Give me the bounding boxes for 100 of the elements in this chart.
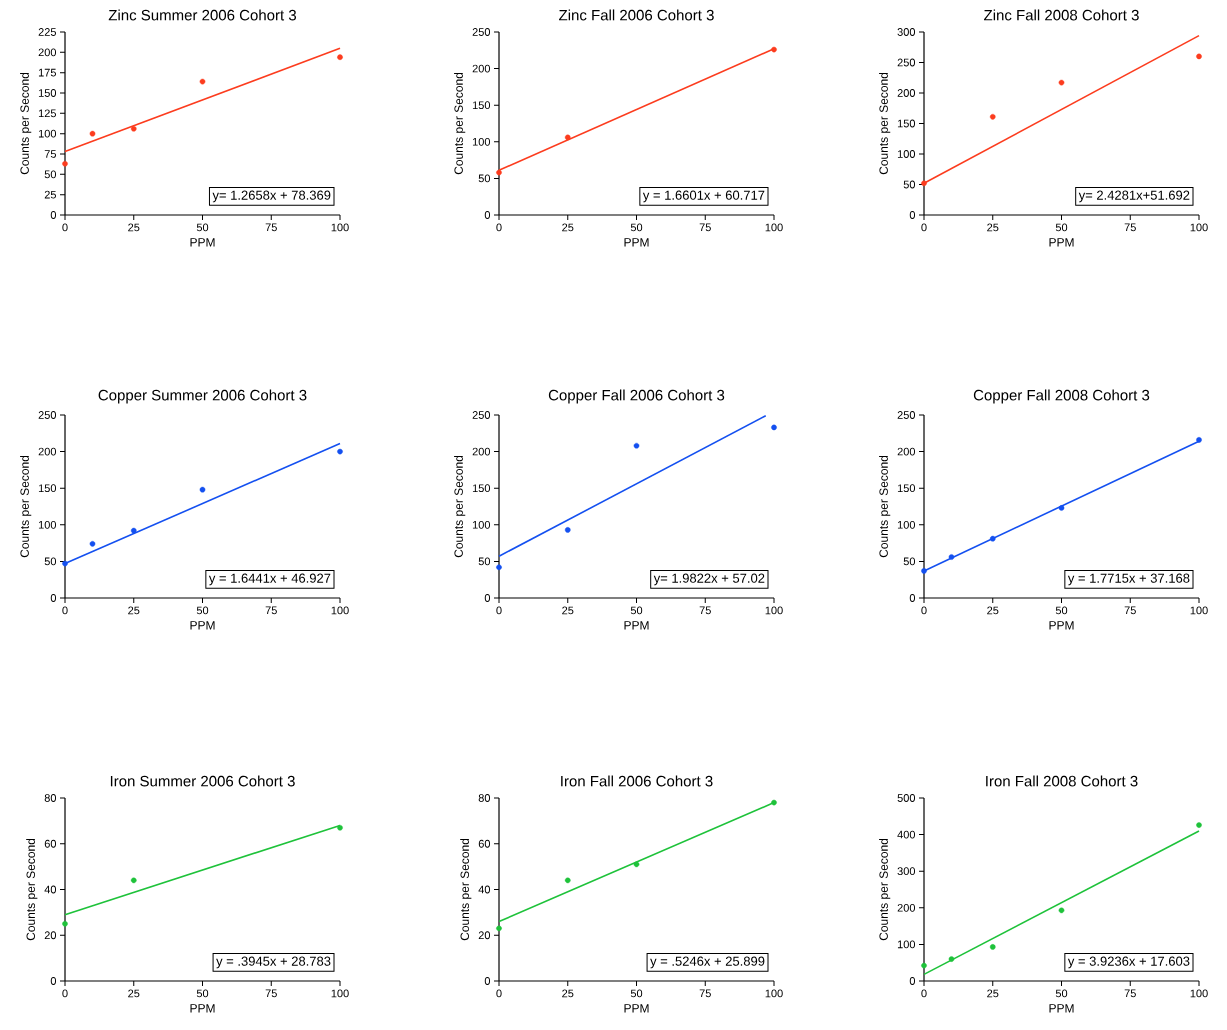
y-tick-label: 200 xyxy=(897,903,916,912)
x-tick-label: 25 xyxy=(128,606,140,615)
x-tick-label: 75 xyxy=(1124,223,1136,232)
x-tick-label: 75 xyxy=(265,606,277,615)
point xyxy=(989,535,996,542)
x-axis-title: PPM xyxy=(1049,621,1074,630)
y-axis-title: Counts per Second xyxy=(26,838,38,941)
x-tick-label: 50 xyxy=(196,989,209,998)
point xyxy=(771,424,777,431)
point xyxy=(496,564,502,571)
y-axis-title: Counts per Second xyxy=(454,455,466,558)
x-tick-label: 50 xyxy=(1055,606,1068,615)
point xyxy=(1058,79,1065,86)
point xyxy=(130,527,137,534)
x-axis-title: PPM xyxy=(190,621,215,630)
y-tick-label: 0 xyxy=(484,211,491,219)
y-tick-label: 50 xyxy=(44,170,57,179)
point xyxy=(496,169,502,176)
y-tick-label: 20 xyxy=(44,931,57,940)
y-tick-label: 400 xyxy=(897,830,916,839)
x-tick-label: 75 xyxy=(1124,989,1136,998)
point xyxy=(62,160,68,167)
y-tick-label: 50 xyxy=(903,180,916,189)
x-tick-label: 50 xyxy=(630,989,643,998)
x-tick-label: 50 xyxy=(1055,223,1068,232)
x-tick-label: 25 xyxy=(562,606,574,615)
x-axis-title: PPM xyxy=(624,621,649,630)
point xyxy=(633,861,640,868)
x-tick-label: 50 xyxy=(196,223,209,232)
y-axis-title: Counts per Second xyxy=(454,72,466,175)
annotation: y= 2.4281x+51.692 xyxy=(1078,190,1190,203)
point xyxy=(1196,822,1202,828)
y-tick-label: 25 xyxy=(44,190,56,199)
y-tick-label: 200 xyxy=(897,89,916,97)
y-tick-label: 250 xyxy=(897,58,916,67)
chart-title: Copper Fall 2008 Cohort 3 xyxy=(973,389,1150,404)
annotation: y= 1.2658x + 78.369 xyxy=(212,190,331,203)
chart-title: Iron Summer 2006 Cohort 3 xyxy=(110,775,295,787)
y-tick-label: 0 xyxy=(484,594,491,602)
y-tick-label: 100 xyxy=(38,129,57,138)
chart-title: Zinc Summer 2006 Cohort 3 xyxy=(108,9,297,21)
y-tick-label: 0 xyxy=(909,211,916,219)
x-tick-label: 25 xyxy=(987,606,999,615)
x-tick-label: 50 xyxy=(1055,989,1068,998)
annotation: y = 3.9236x + 17.603 xyxy=(1067,956,1190,969)
x-axis-title: PPM xyxy=(190,1004,215,1013)
point xyxy=(633,442,640,449)
y-tick-label: 0 xyxy=(909,977,916,985)
y-tick-label: 200 xyxy=(472,447,491,456)
y-tick-label: 225 xyxy=(38,28,56,36)
y-axis-title: Counts per Second xyxy=(20,455,32,558)
chart-title: Copper Fall 2006 Cohort 3 xyxy=(548,389,725,404)
y-tick-label: 200 xyxy=(38,48,57,57)
x-tick-label: 100 xyxy=(1190,606,1208,615)
x-tick-label: 0 xyxy=(496,989,502,998)
y-tick-label: 250 xyxy=(472,28,491,36)
point xyxy=(496,925,502,932)
y-tick-label: 0 xyxy=(484,977,491,985)
x-tick-label: 0 xyxy=(921,989,927,998)
y-tick-label: 150 xyxy=(472,101,491,110)
y-tick-label: 200 xyxy=(472,64,491,73)
y-tick-label: 150 xyxy=(897,119,916,128)
y-tick-label: 0 xyxy=(909,594,916,602)
y-tick-label: 150 xyxy=(472,484,491,493)
y-tick-label: 50 xyxy=(903,557,916,566)
x-tick-label: 75 xyxy=(265,223,277,232)
point xyxy=(921,568,927,574)
x-tick-label: 25 xyxy=(128,989,140,998)
x-tick-label: 0 xyxy=(921,606,927,615)
y-tick-label: 0 xyxy=(50,211,57,219)
y-tick-label: 0 xyxy=(50,977,57,985)
y-tick-label: 150 xyxy=(897,484,916,493)
x-tick-label: 100 xyxy=(331,989,349,998)
y-tick-label: 300 xyxy=(897,28,916,36)
y-tick-label: 250 xyxy=(472,411,491,419)
x-tick-label: 0 xyxy=(921,223,927,232)
y-tick-label: 500 xyxy=(897,794,916,802)
y-tick-label: 100 xyxy=(897,940,916,949)
x-tick-label: 100 xyxy=(765,223,783,232)
x-axis-title: PPM xyxy=(1049,238,1074,247)
point xyxy=(921,180,927,187)
y-tick-label: 80 xyxy=(478,794,491,802)
y-tick-label: 200 xyxy=(38,447,57,456)
point xyxy=(564,527,571,533)
annotation: y = 1.6441x + 46.927 xyxy=(208,573,331,586)
point xyxy=(1196,53,1202,60)
x-tick-label: 50 xyxy=(630,606,643,615)
point xyxy=(199,78,206,85)
y-tick-label: 50 xyxy=(478,557,491,566)
y-tick-label: 50 xyxy=(478,174,491,183)
y-tick-label: 50 xyxy=(44,557,57,566)
x-axis-title: PPM xyxy=(1049,1004,1074,1013)
y-tick-label: 175 xyxy=(38,68,56,77)
x-axis-title: PPM xyxy=(624,238,649,247)
point xyxy=(337,54,343,60)
x-tick-label: 50 xyxy=(630,223,643,232)
x-axis-title: PPM xyxy=(624,1004,649,1013)
point xyxy=(564,134,571,141)
x-tick-label: 100 xyxy=(765,989,783,998)
y-tick-label: 40 xyxy=(44,885,57,894)
